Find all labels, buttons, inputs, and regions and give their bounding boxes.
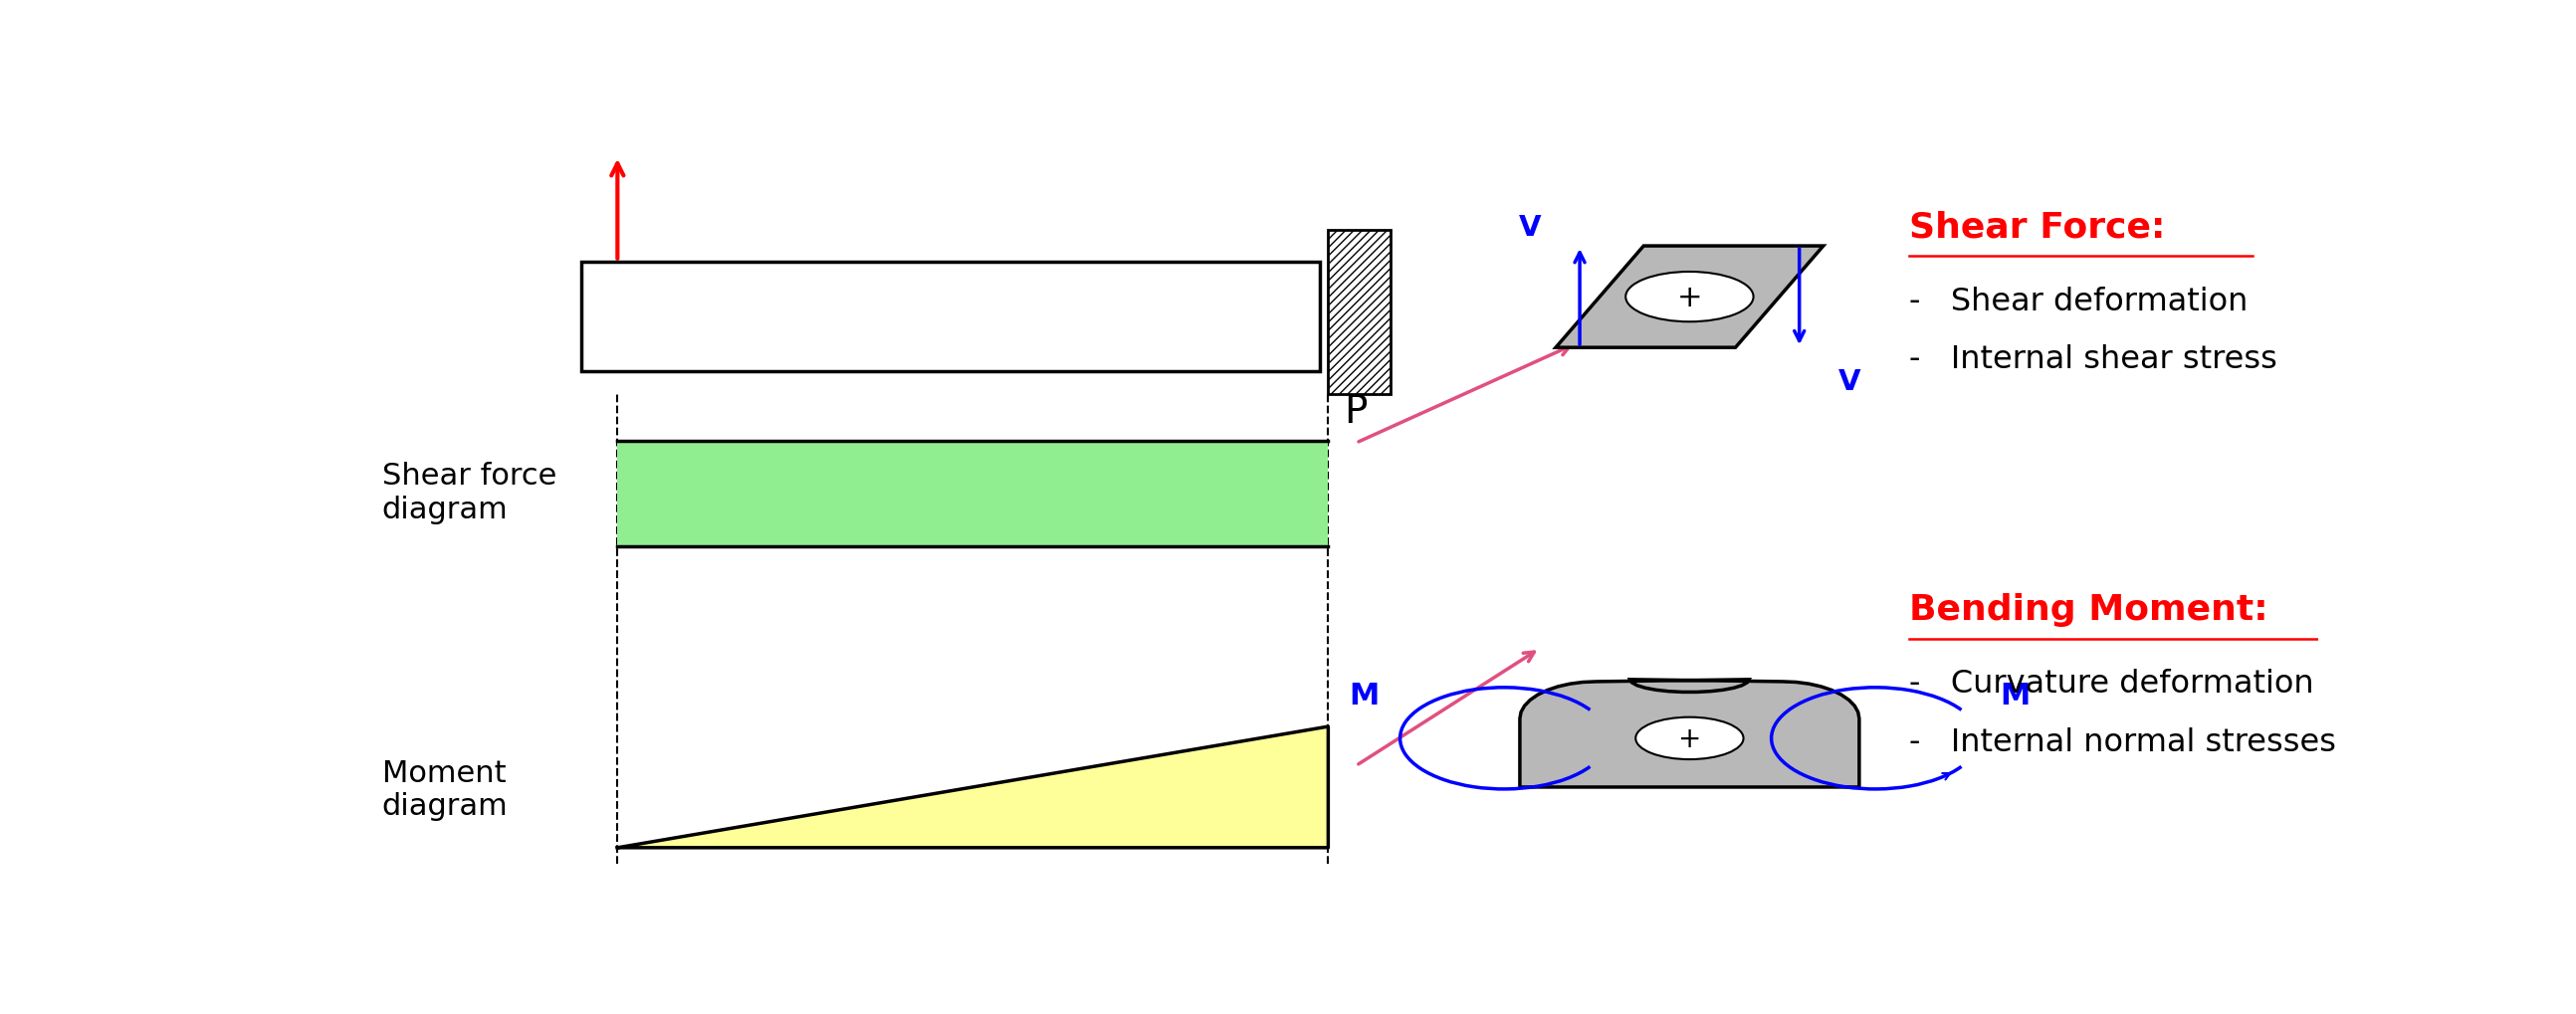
Text: Bending Moment:: Bending Moment:: [1909, 593, 2267, 627]
Text: -   Internal shear stress: - Internal shear stress: [1909, 345, 2277, 375]
Text: Moment
diagram: Moment diagram: [381, 758, 507, 820]
Polygon shape: [1520, 679, 1860, 787]
Text: V: V: [1839, 368, 1860, 395]
Polygon shape: [1556, 246, 1824, 348]
Bar: [1329, 231, 1391, 394]
Text: -   Internal normal stresses: - Internal normal stresses: [1909, 727, 2336, 757]
Bar: [1329, 231, 1391, 394]
Circle shape: [1625, 273, 1754, 322]
Text: -   Curvature deformation: - Curvature deformation: [1909, 668, 2313, 700]
Text: Shear Force:: Shear Force:: [1909, 210, 2166, 244]
Text: +: +: [1677, 283, 1703, 311]
Text: M: M: [1350, 681, 1378, 710]
Bar: [618, 442, 1329, 548]
Polygon shape: [618, 727, 1329, 848]
Circle shape: [1636, 718, 1744, 759]
Text: +: +: [1677, 725, 1700, 752]
Text: Shear force
diagram: Shear force diagram: [381, 461, 556, 523]
Text: V: V: [1520, 213, 1540, 241]
Text: M: M: [1999, 681, 2030, 710]
Bar: [582, 263, 1319, 371]
Text: P: P: [1345, 392, 1368, 430]
Text: -   Shear deformation: - Shear deformation: [1909, 286, 2249, 316]
